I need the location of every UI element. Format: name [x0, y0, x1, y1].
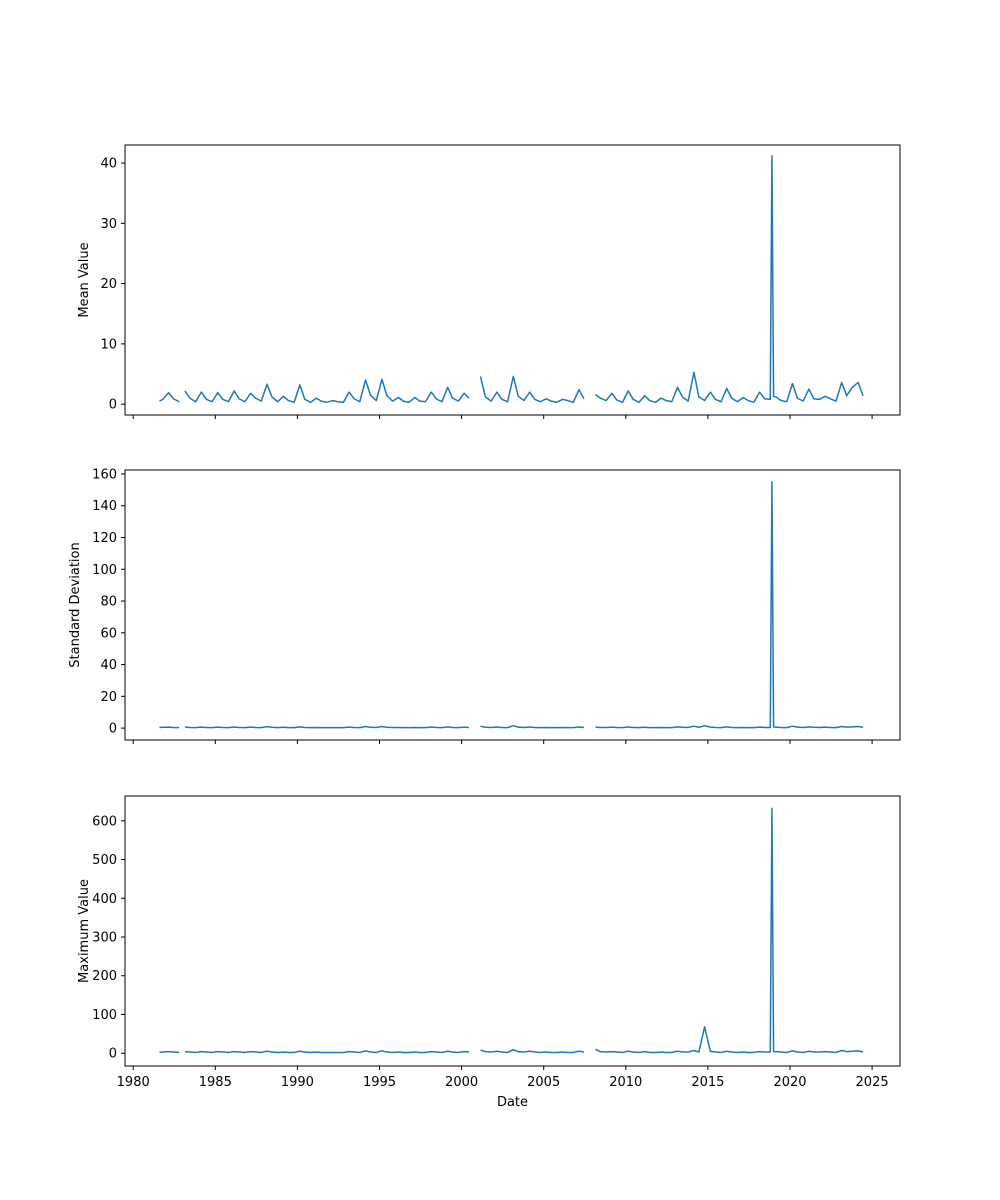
x-axis-label: Date	[497, 1095, 528, 1110]
y-tick-label: 140	[92, 499, 117, 514]
y-axis-label: Maximum Value	[77, 879, 92, 983]
y-tick-label: 100	[92, 1008, 117, 1023]
y-tick-label: 60	[100, 626, 117, 641]
x-tick-label: 2000	[445, 1075, 478, 1090]
y-tick-label: 160	[92, 467, 117, 482]
y-tick-label: 400	[92, 892, 117, 907]
line	[159, 155, 864, 404]
y-tick-label: 40	[100, 157, 117, 172]
y-tick-label: 0	[109, 722, 117, 737]
y-tick-label: 10	[100, 337, 117, 352]
x-tick-label: 2020	[773, 1075, 806, 1090]
y-axis-label: Standard Deviation	[68, 542, 83, 667]
y-axis-label: Mean Value	[77, 242, 92, 317]
x-tick-label: 1985	[199, 1075, 232, 1090]
y-tick-label: 30	[100, 217, 117, 232]
y-tick-label: 20	[100, 277, 117, 292]
y-tick-label: 200	[92, 969, 117, 984]
x-tick-label: 1995	[363, 1075, 396, 1090]
y-tick-label: 500	[92, 853, 117, 868]
x-tick-label: 2015	[691, 1075, 724, 1090]
y-tick-label: 0	[109, 1047, 117, 1062]
y-tick-label: 0	[109, 398, 117, 413]
axes-frame	[124, 144, 901, 416]
y-tick-label: 40	[100, 658, 117, 673]
y-tick-label: 300	[92, 931, 117, 946]
y-tick-label: 120	[92, 531, 117, 546]
x-tick-label: 2005	[527, 1075, 560, 1090]
axes-frame	[124, 795, 901, 1067]
line	[159, 481, 864, 729]
line	[159, 807, 864, 1054]
y-tick-label: 600	[92, 814, 117, 829]
y-tick-label: 20	[100, 690, 117, 705]
x-tick-label: 1990	[281, 1075, 314, 1090]
y-tick-label: 100	[92, 563, 117, 578]
axes-frame	[124, 469, 901, 741]
y-tick-label: 80	[100, 595, 117, 610]
x-tick-label: 2025	[856, 1075, 889, 1090]
x-tick-label: 2010	[609, 1075, 642, 1090]
x-tick-label: 1980	[117, 1075, 150, 1090]
